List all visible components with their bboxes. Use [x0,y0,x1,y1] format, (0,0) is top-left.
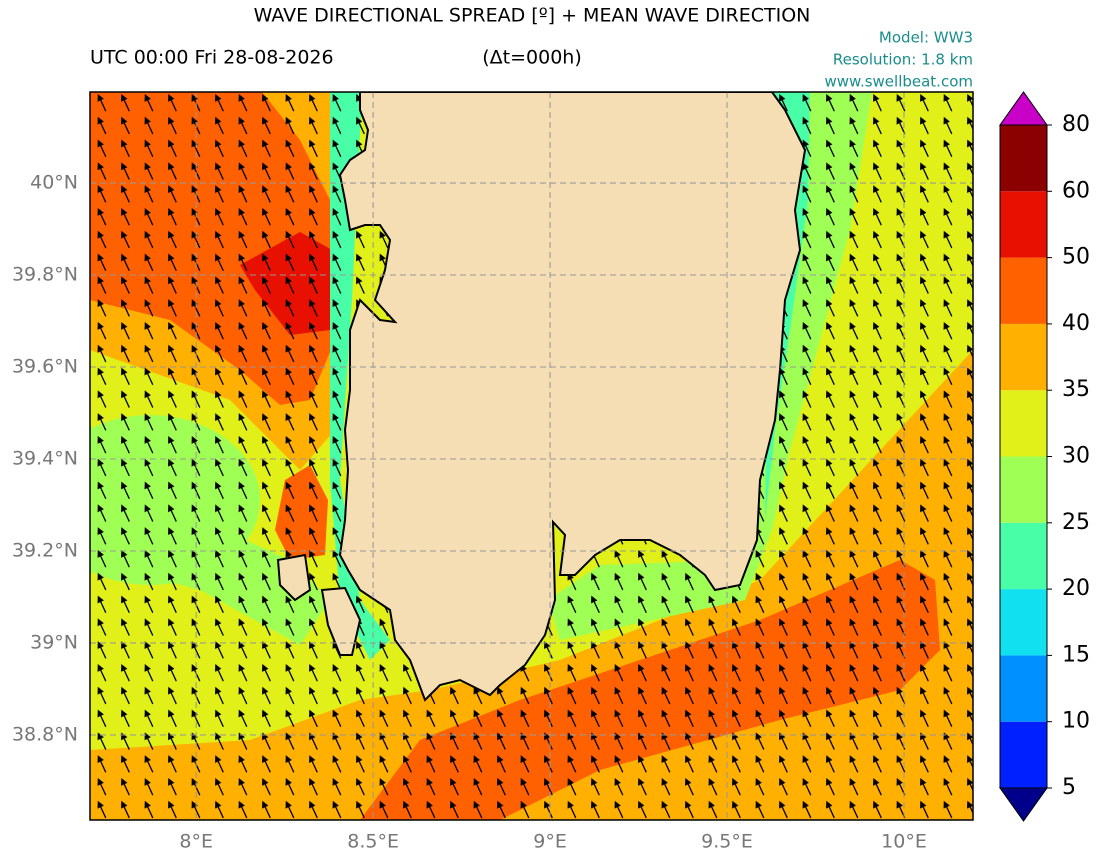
island [320,586,362,656]
colorbar-segment [1000,323,1047,391]
map-field [90,92,973,820]
colorbar-segment [1000,721,1047,788]
grid: 8°E 8.5°E 9°E 9.5°E 10°E 38.8°N 39°N 39.2°N 39.4… [12,92,973,853]
y-tick-label: 38.8°N [12,723,78,745]
time-step: (Δt=000h) [482,47,582,69]
x-tick-label: 8.5°E [347,831,399,853]
colorbar-segment [1000,390,1047,457]
colorbar-label: 60 [1062,178,1090,203]
colorbar-under [999,787,1048,822]
x-tick-label: 9.5°E [701,831,753,853]
colorbar-segment [1000,522,1047,590]
colorbar-label: 80 [1062,112,1090,137]
y-tick-label: 39°N [30,631,78,653]
y-tick-label: 39.6°N [12,356,78,378]
website: www.swellbeat.com [825,73,973,91]
colorbar-segment [1000,456,1047,523]
model: Model: WW3 [879,29,973,47]
colorbar-over [999,91,1048,126]
colorbar-segment [1000,655,1047,722]
colorbar-label: 10 [1062,709,1090,734]
colorbar-label: 35 [1062,377,1090,402]
colorbar-segment [1000,589,1047,656]
time: UTC 00:00 Fri 28-08-2026 [90,47,334,69]
colorbar-segment [1000,257,1047,324]
y-tick-label: 39.2°N [12,539,78,561]
island [276,553,312,602]
y-tick-label: 39.4°N [12,447,78,469]
colorbar-label: 30 [1062,444,1090,469]
colorbar-label: 5 [1062,775,1076,800]
y-tick-label: 40°N [30,172,78,194]
x-tick-label: 9°E [533,831,567,853]
y-tick-label: 39.8°N [12,264,78,286]
colorbar-segment [1000,191,1047,258]
colorbar-label: 50 [1062,245,1090,270]
colorbar: 5 10 15 20 25 30 35 40 50 60 80 [999,91,1090,822]
colorbar-label: 15 [1062,642,1090,667]
colorbar-label: 40 [1062,311,1090,336]
colorbar-label: 20 [1062,576,1090,601]
map-frame [89,91,974,821]
land [338,92,807,702]
title: WAVE DIRECTIONAL SPREAD [º] + MEAN WAVE … [254,5,811,27]
x-tick-label: 8°E [179,831,213,853]
colorbar-label: 25 [1062,510,1090,535]
x-tick-label: 10°E [881,831,927,853]
colorbar-segment [1000,125,1047,192]
resolution: Resolution: 1.8 km [833,51,973,69]
